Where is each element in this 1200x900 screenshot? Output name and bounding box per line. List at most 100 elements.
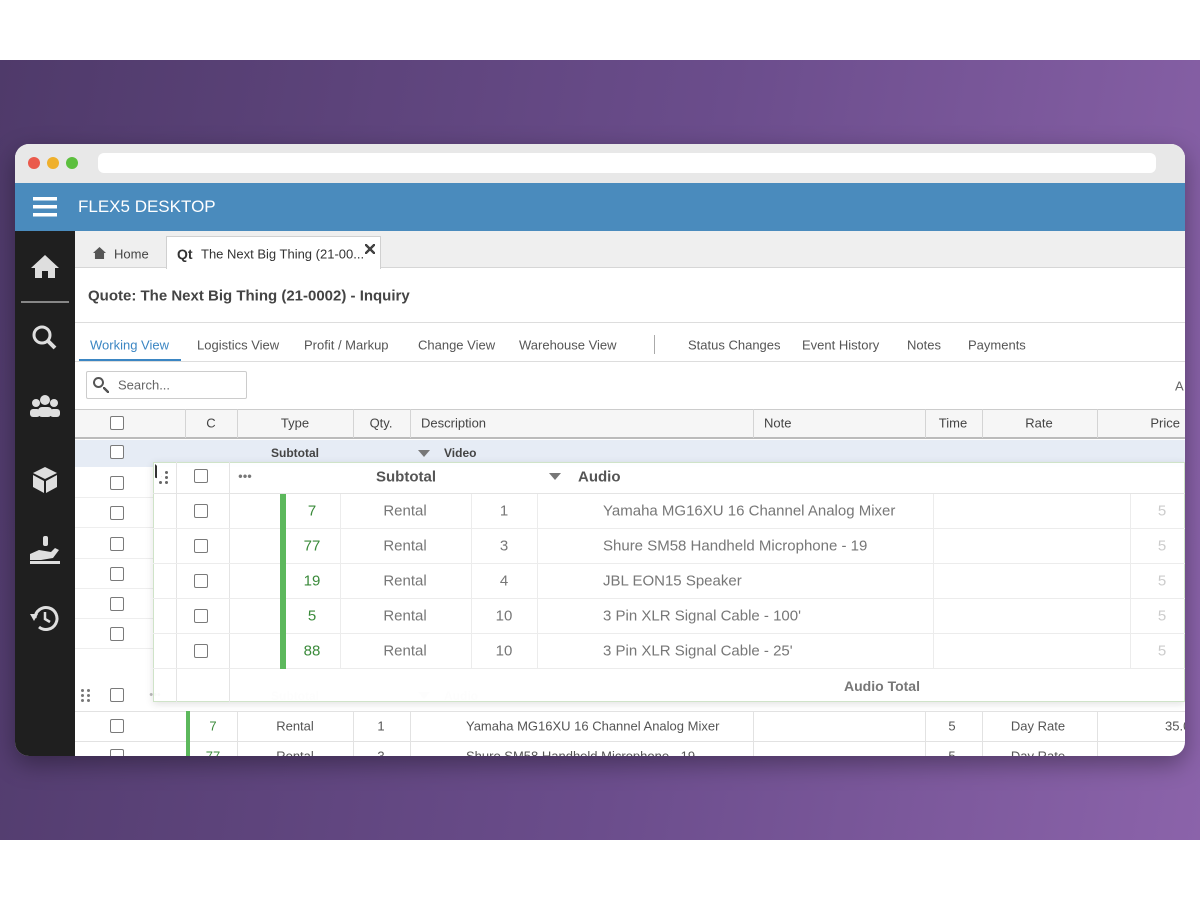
checkbox[interactable] xyxy=(110,597,124,611)
column-divider xyxy=(933,599,934,634)
search-box[interactable] xyxy=(86,371,247,399)
column-divider xyxy=(353,741,354,756)
column-header[interactable]: Rate xyxy=(1025,415,1053,431)
row-divider xyxy=(153,633,1185,634)
cell: 1 xyxy=(377,718,385,734)
column-divider xyxy=(237,409,238,438)
divider xyxy=(75,361,1185,362)
checkbox[interactable] xyxy=(194,609,208,623)
checkbox[interactable] xyxy=(110,719,124,733)
column-header[interactable]: Description xyxy=(421,415,487,431)
column-divider xyxy=(340,564,341,599)
column-divider xyxy=(353,409,354,438)
checkbox[interactable] xyxy=(110,567,124,581)
column-divider xyxy=(471,494,472,529)
search-icon[interactable] xyxy=(32,325,52,345)
checkbox[interactable] xyxy=(194,539,208,553)
status-bar xyxy=(280,529,286,564)
row-divider xyxy=(75,588,153,589)
checkbox[interactable] xyxy=(194,644,208,658)
cell: Yamaha MG16XU 16 Channel Analog Mixer xyxy=(603,502,896,520)
column-divider xyxy=(471,529,472,564)
checkbox[interactable] xyxy=(110,416,124,430)
cell: 5 xyxy=(307,607,317,625)
row-menu[interactable]: ••• xyxy=(238,468,252,484)
sidebar xyxy=(15,231,75,756)
group-label: Subtotal xyxy=(376,468,436,486)
column-divider xyxy=(1097,711,1098,741)
browser-window: FLEX5 DESKTOP Home Qt The Next Big Thing (2… xyxy=(15,144,1185,756)
table-header xyxy=(75,409,1185,439)
history-icon[interactable] xyxy=(30,606,59,631)
checkbox[interactable] xyxy=(194,469,208,483)
drag-dot xyxy=(81,694,84,697)
column-divider xyxy=(229,462,230,702)
collapse-arrow[interactable] xyxy=(549,473,561,480)
column-header[interactable]: Price xyxy=(1150,415,1180,431)
column-header[interactable]: C xyxy=(206,415,216,431)
view-tab[interactable]: Profit / Markup xyxy=(304,337,389,353)
column-header[interactable]: Time xyxy=(938,415,968,431)
column-divider xyxy=(1097,741,1098,756)
status-bar xyxy=(280,634,286,669)
column-header[interactable]: Qty. xyxy=(369,415,393,431)
checkbox[interactable] xyxy=(110,627,124,641)
collapse-arrow[interactable] xyxy=(418,450,430,457)
cube-icon[interactable] xyxy=(33,467,57,493)
column-divider xyxy=(753,711,754,741)
checkbox[interactable] xyxy=(110,688,124,702)
menu-icon[interactable] xyxy=(33,197,57,217)
view-tab[interactable]: Notes xyxy=(907,337,941,353)
payment-icon[interactable] xyxy=(30,536,60,564)
column-divider xyxy=(1130,634,1131,669)
view-tab[interactable]: Payments xyxy=(968,337,1026,353)
view-tab[interactable]: Status Changes xyxy=(688,337,781,353)
column-divider xyxy=(410,409,411,438)
checkbox[interactable] xyxy=(110,445,124,459)
view-tab[interactable]: Logistics View xyxy=(197,337,280,353)
tab-label: The Next Big Thing (21-00... xyxy=(201,246,365,262)
tab-active[interactable] xyxy=(166,236,381,269)
row-divider xyxy=(75,648,153,649)
search-icon-handle xyxy=(103,387,109,393)
checkbox[interactable] xyxy=(194,574,208,588)
divider xyxy=(75,322,1185,323)
view-tab[interactable]: Event History xyxy=(802,337,880,353)
checkbox[interactable] xyxy=(110,537,124,551)
checkbox[interactable] xyxy=(110,476,124,490)
cell: 10 xyxy=(495,642,513,660)
column-divider xyxy=(982,711,983,741)
page-title: Quote: The Next Big Thing (21-0002) - In… xyxy=(88,287,410,305)
cell: 5 xyxy=(1157,537,1167,555)
people-icon[interactable] xyxy=(30,395,60,417)
view-tab[interactable]: Working View xyxy=(90,337,169,353)
drag-dot xyxy=(87,699,90,702)
cell: Rental xyxy=(276,718,314,734)
cell: Rental xyxy=(383,537,427,555)
search-icon xyxy=(93,377,104,388)
view-tab[interactable]: Change View xyxy=(418,337,496,353)
cell: 7 xyxy=(307,502,317,520)
column-header[interactable]: Note xyxy=(764,415,792,431)
cell: 7 xyxy=(209,718,217,734)
column-divider xyxy=(471,564,472,599)
cell: 3 Pin XLR Signal Cable - 100' xyxy=(603,607,801,625)
checkbox[interactable] xyxy=(110,749,124,756)
column-divider xyxy=(353,711,354,741)
tab-close[interactable] xyxy=(365,244,375,254)
cell: JBL EON15 Speaker xyxy=(603,572,742,590)
drag-dot xyxy=(159,481,162,484)
cell: 10 xyxy=(495,607,513,625)
column-header[interactable]: Type xyxy=(280,415,310,431)
cell: Rental xyxy=(383,607,427,625)
column-divider xyxy=(176,462,177,702)
checkbox[interactable] xyxy=(194,504,208,518)
toolbar-label: A xyxy=(1175,378,1184,394)
minimize-dot xyxy=(47,157,59,169)
cell: 5 xyxy=(1157,642,1167,660)
checkbox[interactable] xyxy=(110,506,124,520)
home-icon[interactable] xyxy=(31,255,59,278)
view-tab[interactable]: Warehouse View xyxy=(519,337,617,353)
cell: Day Rate xyxy=(1010,718,1066,734)
